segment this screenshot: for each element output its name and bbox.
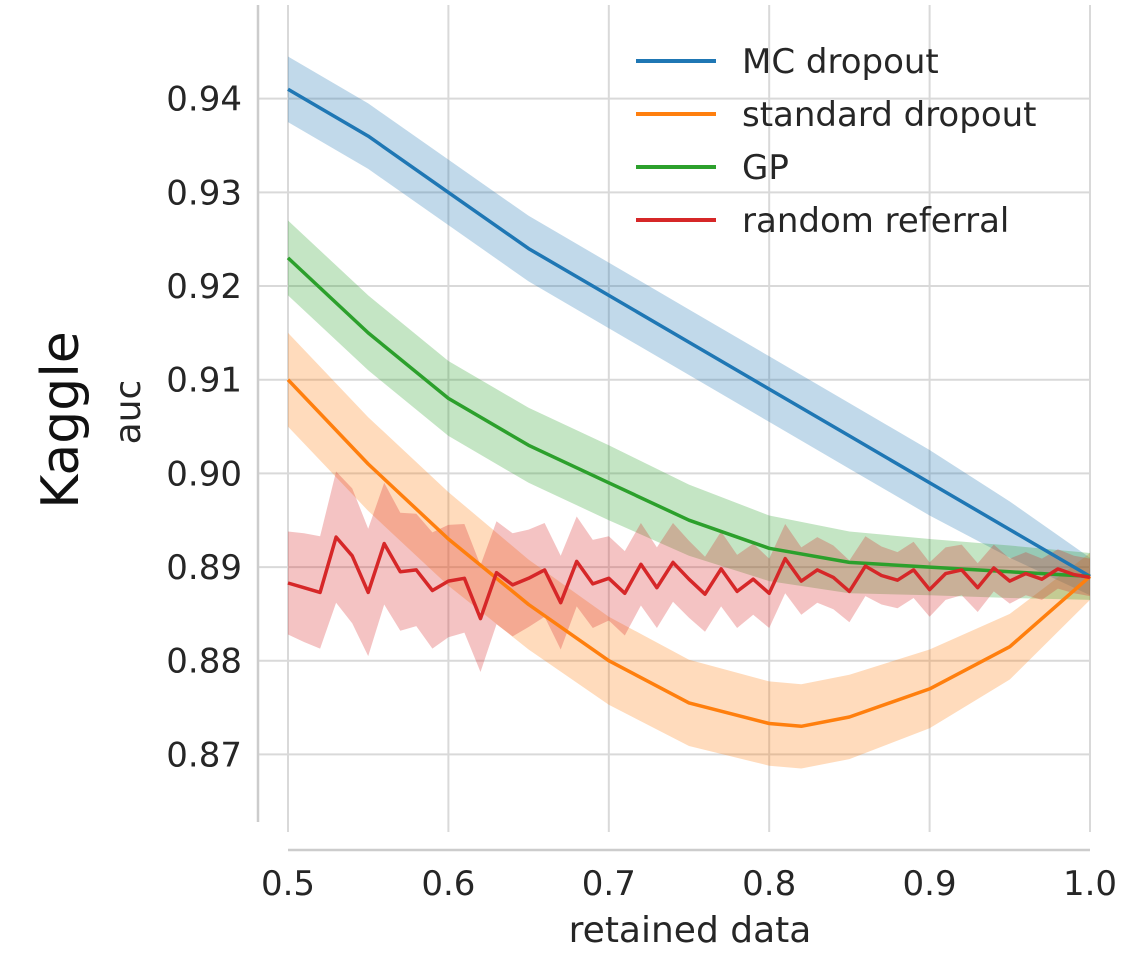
y-tick-label: 0.91: [166, 361, 242, 401]
y-tick-label: 0.93: [166, 173, 242, 213]
series-band: [288, 220, 1090, 600]
series-band: [288, 471, 1090, 672]
series-band: [288, 332, 1090, 769]
x-tick-label: 0.7: [582, 864, 636, 904]
series-lines: [286, 87, 1092, 729]
x-tick-label: 0.9: [903, 864, 957, 904]
y-tick-label: 0.89: [166, 548, 242, 588]
x-axis-label: retained data: [569, 910, 812, 951]
y-tick-label: 0.94: [166, 80, 242, 120]
tick-labels: 0.5 0.6 0.7 0.8 0.9 1.0 0.87 0.88 0.89 0.90 0.91 0.…: [166, 80, 1117, 904]
y-tick-label: 0.90: [166, 454, 242, 494]
axes: [256, 5, 1090, 852]
y-axis-label: auc: [108, 380, 149, 445]
series-line: [286, 378, 1092, 729]
legend-label: GP: [742, 148, 789, 188]
x-tick-label: 1.0: [1063, 864, 1117, 904]
legend-label: MC dropout: [742, 42, 939, 82]
y-tick-label: 0.88: [166, 642, 242, 682]
legend: MC dropout standard dropout GP random refer…: [636, 42, 1037, 241]
y-tick-label: 0.92: [166, 267, 242, 307]
series-line: [287, 87, 1091, 578]
x-tick-label: 0.5: [261, 864, 315, 904]
x-tick-label: 0.6: [421, 864, 475, 904]
series-line: [286, 256, 1091, 579]
grid: [258, 5, 1091, 832]
row-label: Kaggle: [31, 331, 91, 509]
legend-label: standard dropout: [742, 95, 1037, 135]
series-line: [287, 535, 1091, 621]
x-tick-label: 0.8: [742, 864, 796, 904]
y-tick-label: 0.87: [166, 735, 242, 775]
legend-label: random referral: [742, 201, 1009, 241]
